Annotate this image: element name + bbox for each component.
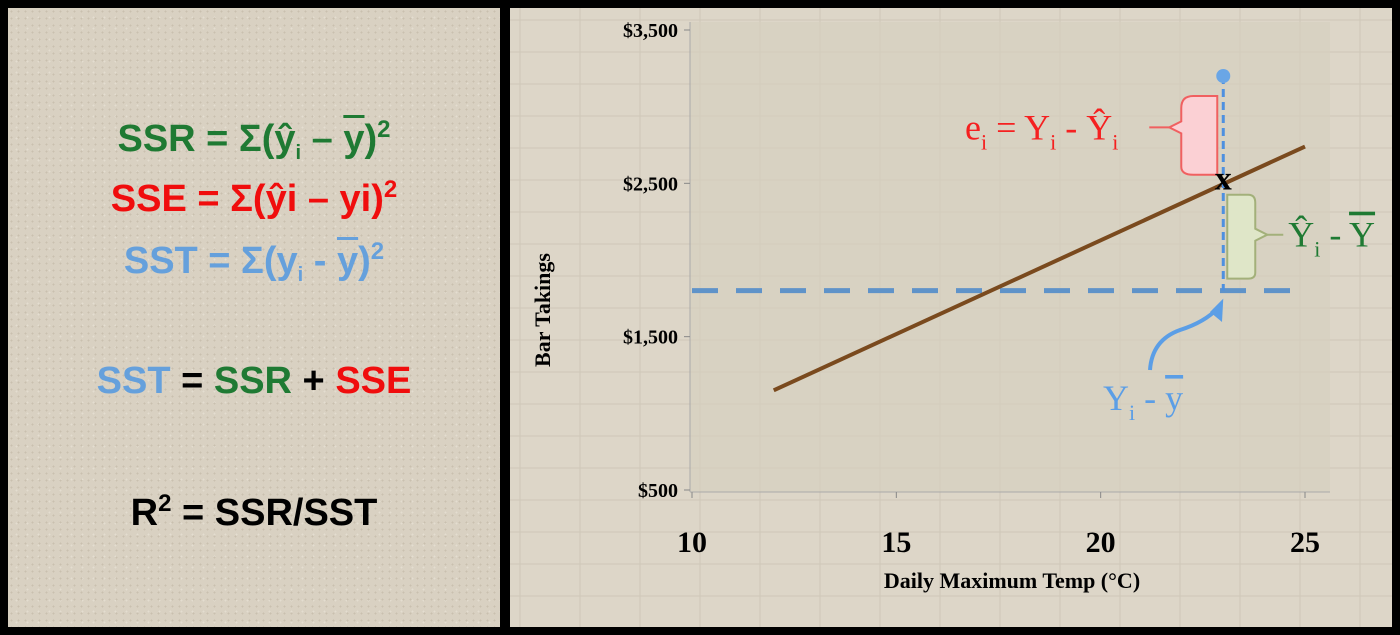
y-tick-label: $1,500 (623, 327, 678, 349)
x-tick-label: 20 (1086, 526, 1116, 559)
ssr-eq: = Σ( (195, 118, 275, 160)
total-arrow (1148, 306, 1220, 371)
predicted-point-marker: x (1215, 161, 1232, 198)
identity-formula: SST = SSR + SSE (8, 360, 500, 403)
y-tick-label: $500 (638, 480, 678, 502)
y-tick-label: $2,500 (623, 173, 678, 195)
formula-panel: SSR = Σ(ŷi – y)2 SSE = Σ(ŷi – yi)2 SST =… (8, 8, 500, 627)
r2-formula: R2 = SSR/SST (8, 490, 500, 535)
identity-sse: SSE (335, 360, 412, 402)
sse-close: ) (371, 178, 384, 220)
sst-close: ) (358, 240, 371, 282)
ssr-sup: 2 (377, 116, 391, 143)
ssr-sub: i (295, 142, 302, 164)
sst-sub: i (297, 264, 304, 286)
y-tick-label: $3,500 (623, 20, 678, 42)
plot-area (690, 22, 1330, 492)
ssr-yhat: ŷ (274, 118, 296, 160)
x-tick-label: 25 (1290, 526, 1320, 559)
r2-rest: = SSR/SST (171, 492, 378, 534)
total-label: Yi - y (1103, 378, 1183, 425)
observed-point (1216, 69, 1231, 83)
r2-sup: 2 (158, 490, 172, 517)
x-axis-label: Daily Maximum Temp (°C) (884, 568, 1140, 593)
sst-formula: SST = Σ(yi - y)2 (8, 238, 500, 287)
sse-label: SSE (110, 178, 187, 220)
sse-op: – (297, 178, 340, 220)
identity-sst: SST (96, 360, 171, 402)
sse-yhat: ŷi (265, 178, 298, 220)
ssr-formula: SSR = Σ(ŷi – y)2 (8, 116, 500, 165)
chart-panel: $500 $1,500 $2,500 $3,500 10 15 20 25 Bar Taki… (510, 8, 1392, 627)
r2-r: R (130, 492, 159, 534)
x-tick-label: 10 (677, 526, 707, 559)
identity-ssr: SSR (213, 360, 292, 402)
sst-op: - (303, 240, 337, 282)
sse-sup: 2 (383, 176, 398, 203)
sst-ybar: y (337, 240, 359, 282)
sst-sup: 2 (370, 238, 385, 265)
sst-eq: = Σ( (197, 240, 277, 282)
y-axis-label: Bar Takings (530, 253, 555, 367)
identity-eq: = (170, 360, 214, 402)
sse-y: yi (339, 178, 372, 220)
identity-plus: + (292, 360, 336, 402)
ssr-label: SSR (117, 118, 196, 160)
total-arrowhead (1210, 298, 1224, 322)
explained-brace (1226, 193, 1270, 280)
sst-y: y (276, 240, 298, 282)
x-tick-label: 15 (881, 526, 911, 559)
explained-label: Ŷi - Y (1288, 215, 1375, 262)
ssr-op: – (301, 118, 344, 160)
regression-line (772, 144, 1306, 393)
error-brace (1167, 95, 1219, 176)
sst-label: SST (123, 240, 198, 282)
error-label: ei = Yi - Ŷi (965, 107, 1118, 154)
regression-chart: $500 $1,500 $2,500 $3,500 10 15 20 25 Bar Taki… (510, 8, 1392, 627)
sse-formula: SSE = Σ(ŷi – yi)2 (8, 176, 500, 221)
sse-eq: = Σ( (186, 178, 266, 220)
ssr-close: ) (364, 118, 378, 160)
ssr-ybar: y (343, 118, 365, 160)
